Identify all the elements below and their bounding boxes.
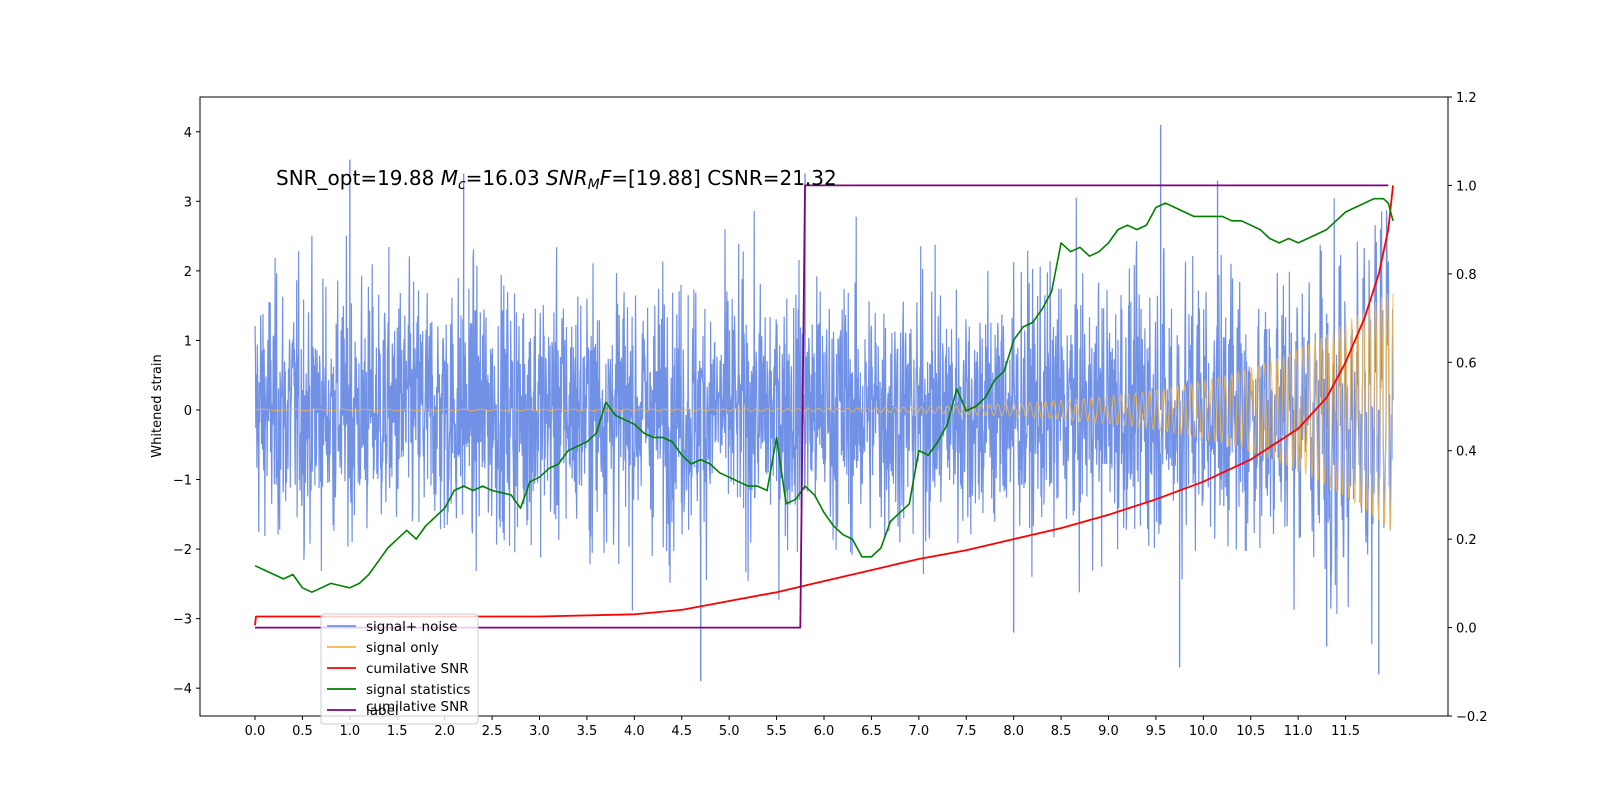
legend-label: cumilative SNR [366,661,469,677]
y-left-tick-label: −4 [173,682,192,697]
y-axis-label: Whitened strain [150,354,165,457]
legend-ghost-text: cumilative SNR [366,699,469,715]
x-tick-label: 1.0 [339,724,360,739]
legend-box [320,613,479,725]
y-axis-left: 4 3 2 1 0 −1 −2 −3 −4 [173,126,200,697]
series-signal-statistics [254,197,1394,593]
series-signal-noise [254,197,1394,645]
x-tick-label: 10.5 [1236,724,1265,739]
x-tick-label: 11.0 [1284,724,1313,739]
y-right-tick-label: 1.0 [1456,179,1477,194]
y-left-tick-label: −3 [173,613,192,628]
x-tick-label: 3.0 [529,724,550,739]
legend-label: label [366,703,399,719]
series-layer [254,124,1394,682]
y-right-tick-label: −0.2 [1456,710,1488,725]
y-left-tick-label: 3 [184,195,192,210]
x-tick-label: 11.5 [1331,724,1360,739]
y-left-tick-label: 4 [184,126,192,141]
x-tick-label: 9.5 [1146,724,1167,739]
series-label [255,184,1389,629]
y-left-tick-label: 0 [184,404,192,419]
x-tick-label: 5.5 [766,724,787,739]
x-axis: 0.0 0.5 1.0 1.5 2.0 2.5 3.0 3.5 4.0 4.5 5.0 5.5 6.0 6… [245,716,1360,739]
x-tick-label: 4.0 [624,724,645,739]
x-tick-label: 7.5 [956,724,977,739]
y-right-tick-label: 0.6 [1456,356,1477,371]
y-left-tick-label: 2 [184,265,192,280]
y-right-tick-label: 0.8 [1456,268,1477,283]
y-right-tick-label: 0.2 [1456,533,1477,548]
x-tick-label: 0.5 [292,724,313,739]
snr-annotation: SNR_opt=19.88 Mc=16.03 SNRMF=[19.88] CSN… [276,166,837,193]
legend-label: signal+ noise [366,619,457,635]
series-cumulative-snr [254,185,1394,626]
x-tick-label: 2.5 [482,724,503,739]
x-tick-label: 9.0 [1098,724,1119,739]
series-signal-only [254,292,1394,530]
x-tick-label: 7.0 [908,724,929,739]
x-tick-label: 1.5 [387,724,408,739]
y-axis-right: 1.2 1.0 0.8 0.6 0.4 0.2 0.0 −0.2 [1448,91,1488,725]
x-tick-label: 3.5 [577,724,598,739]
x-tick-label: 4.5 [671,724,692,739]
x-tick-label: 10.0 [1189,724,1218,739]
x-tick-label: 6.0 [814,724,835,739]
y-right-tick-label: 0.4 [1456,445,1477,460]
y-right-tick-label: 0.0 [1456,622,1477,637]
y-left-tick-label: −1 [173,474,192,489]
y-left-tick-label: 1 [184,334,192,349]
legend-label: signal statistics [366,682,470,698]
legend-label: signal only [366,640,439,656]
x-tick-label: 8.5 [1051,724,1072,739]
x-tick-label: 2.0 [434,724,455,739]
y-left-tick-label: −2 [173,543,192,558]
y-right-tick-label: 1.2 [1456,91,1477,106]
x-tick-label: 0.0 [245,724,266,739]
x-tick-label: 5.0 [719,724,740,739]
x-tick-label: 8.0 [1003,724,1024,739]
legend: cumilative SNR signal+ noise signal only c… [320,613,479,725]
x-tick-label: 6.5 [861,724,882,739]
